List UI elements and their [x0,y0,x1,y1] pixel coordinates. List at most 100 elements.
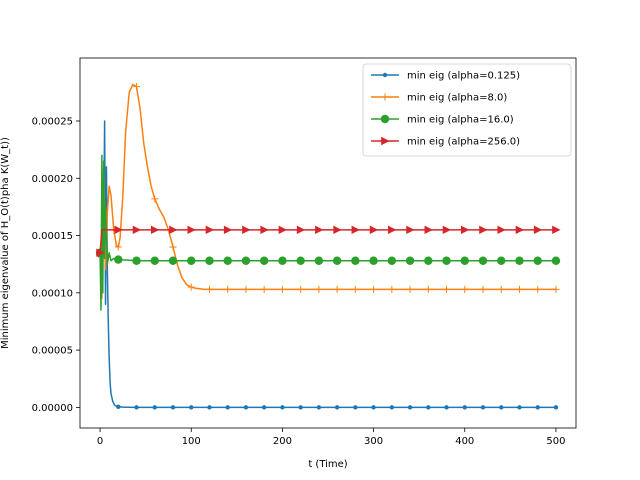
data-point [388,285,396,293]
legend-item: min eig (alpha=16.0) [371,115,514,126]
data-point [369,225,379,235]
y-tick-label: 0.00020 [32,174,73,185]
data-point [405,256,415,265]
data-point [351,225,360,235]
series-line [99,83,556,300]
data-point [351,256,360,265]
y-tick-label: 0.00005 [32,346,73,357]
data-point [280,405,285,410]
data-point [114,255,123,264]
data-point [151,195,159,203]
plot-frame [79,57,577,429]
data-point [499,405,504,410]
data-point [333,225,342,235]
data-point [387,256,397,265]
data-point [187,225,196,235]
data-point [241,256,251,265]
data-point [334,405,340,410]
series-2 [95,154,561,311]
legend-marker [381,93,389,101]
data-point [316,405,322,410]
data-point [460,225,470,235]
data-point [260,225,269,235]
x-tick-label: 0 [97,436,103,447]
data-point [443,285,451,293]
data-point [479,225,488,235]
data-point [442,225,452,235]
data-point [207,405,212,410]
legend-marker [380,114,390,124]
x-tick-label: 500 [546,436,565,447]
data-point [462,405,467,410]
data-point [187,283,195,291]
data-point [242,285,250,293]
data-point [534,285,542,293]
legend-box [362,63,572,157]
data-point [314,256,324,265]
data-point [551,256,561,265]
data-point [315,225,324,235]
data-point [224,285,232,293]
data-point [460,256,469,265]
data-point [278,225,288,235]
data-point [187,256,196,265]
data-point [553,405,559,410]
data-point [260,285,268,293]
legend-item: min eig (alpha=256.0) [371,137,520,148]
series-layer [95,83,561,410]
data-point [371,405,376,410]
data-point [169,225,178,235]
data-point [170,405,176,410]
data-point [497,225,506,235]
data-point [297,285,305,293]
data-point [223,225,233,235]
x-axis-label: t (Time) [308,459,347,470]
data-point [223,256,232,265]
data-point [552,285,560,293]
data-point [353,405,358,410]
legend-item: min eig (alpha=0.125) [371,71,520,82]
data-point [369,256,378,265]
data-point [407,405,413,410]
data-point [389,405,395,410]
data-point [332,256,342,265]
legend-label: min eig (alpha=0.125) [407,71,520,82]
data-point [296,225,306,235]
data-point [168,256,178,265]
data-point [424,285,432,293]
legend: min eig (alpha=0.125) min eig (alpha=8.0)… [362,63,572,157]
data-point [480,405,486,410]
data-point [150,225,160,235]
data-point [152,405,157,410]
data-point [515,225,525,235]
data-point [243,405,249,410]
data-point [205,285,213,293]
data-point [333,285,341,293]
data-point [406,225,415,235]
data-point [133,83,141,91]
data-point [298,405,303,410]
data-point [351,285,359,293]
data-point [533,256,542,265]
y-axis-label: Minimum eigenvalue of H_O(t)pha K(W_t)) [0,137,11,349]
data-point [370,285,378,293]
data-point [296,256,305,265]
series-line [99,120,556,409]
legend-item: min eig (alpha=8.0) [371,93,507,104]
data-point [461,285,469,293]
data-point [242,225,251,235]
x-tick-label: 400 [455,436,474,447]
data-point [96,248,105,257]
data-point [479,285,487,293]
y-tick-label: 0.00000 [32,403,73,414]
data-point [169,243,177,251]
data-point [278,256,287,265]
data-point [478,256,488,265]
data-point [261,405,267,410]
series-3 [96,225,561,258]
legend-marker [382,72,388,78]
data-point [116,404,121,410]
data-point [515,285,523,293]
legend-label: min eig (alpha=8.0) [407,93,507,104]
series-line [99,154,556,311]
